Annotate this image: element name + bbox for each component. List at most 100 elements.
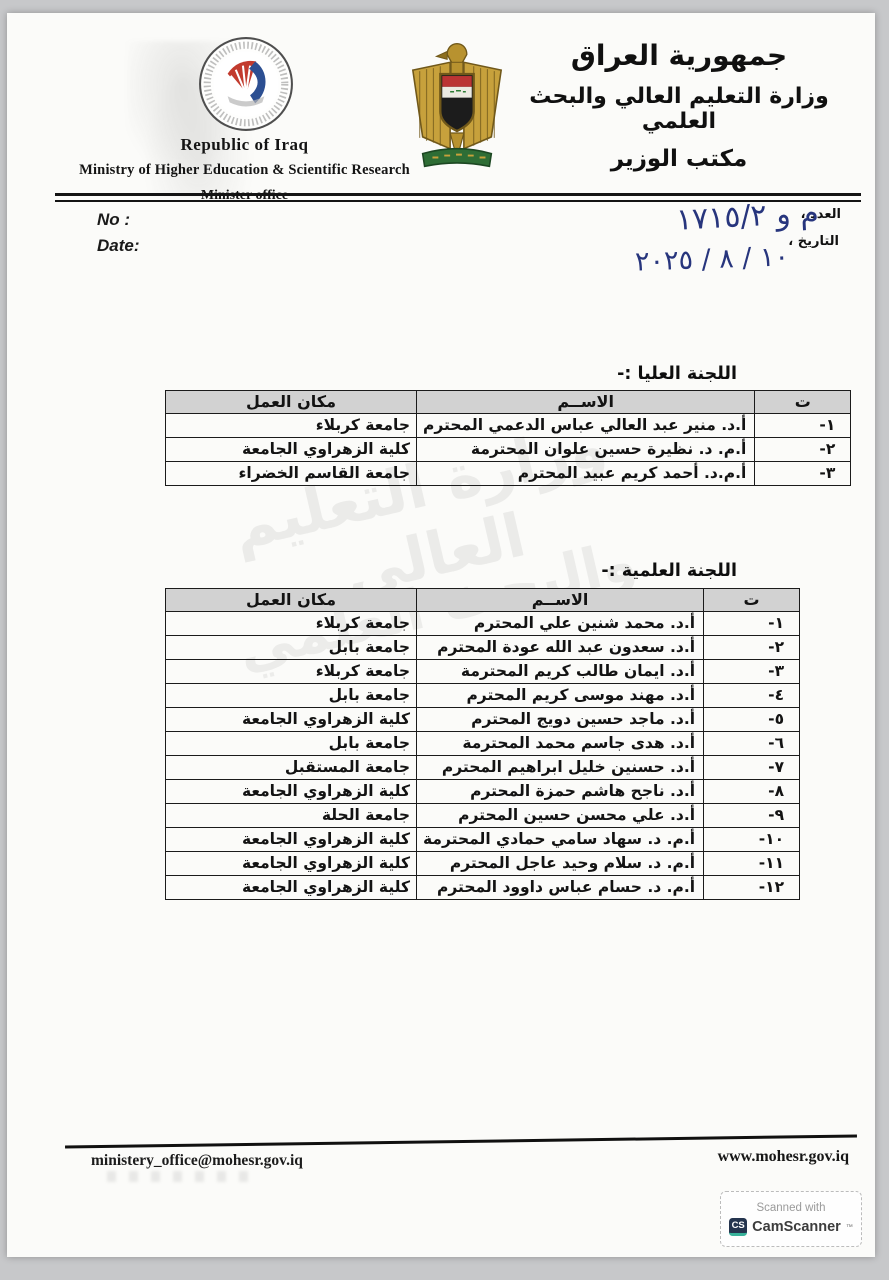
table-row: ٩- أ.د. علي محسن حسين المحترم جامعة الحل… [165,803,801,828]
member-name: أ.د. منير عبد العالي عباس الدعمي المحترم [415,413,756,438]
camscanner-brand-row: CS CamScanner ™ [729,1218,853,1236]
no-label: No : [97,210,131,229]
camscanner-brand-name: CamScanner [752,1219,841,1235]
header-arabic: جمهورية العراق وزارة التعليم العالي والب… [511,39,847,172]
member-name: أ.د. هدى جاسم محمد المحترمة [415,731,705,756]
scientific-committee-title: اللجنة العلمية :- [601,561,737,581]
row-number: ٣- [703,659,801,684]
row-number: ٨- [703,779,801,804]
row-number: ١١- [703,851,801,876]
member-workplace: كلية الزهراوي الجامعة [165,437,417,462]
row-number: ١٢- [703,875,801,900]
column-header-name: الاســم [415,390,756,414]
member-name: أ.م. د. نظيرة حسين علوان المحترمة [415,437,756,462]
row-number: ٢- [754,437,852,462]
table-row: ١١- أ.م. د. سلام وحيد عاجل المحترم كلية … [165,851,801,876]
member-name: أ.د. محمد شنين علي المحترم [415,611,705,636]
row-number: ١- [703,611,801,636]
member-workplace: جامعة بابل [165,683,417,708]
member-name: أ.د. ناجح هاشم حمزة المحترم [415,779,705,804]
header-english-line1: Republic of Iraq [180,135,309,154]
table-row: ٨- أ.د. ناجح هاشم حمزة المحترم كلية الزه… [165,779,801,804]
row-number: ٤- [703,683,801,708]
member-workplace: كلية الزهراوي الجامعة [165,875,417,900]
member-workplace: كلية الزهراوي الجامعة [165,827,417,852]
camscanner-logo-icon: CS [729,1218,748,1236]
row-number: ٩- [703,803,801,828]
table-row: ١٢- أ.م. د. حسام عباس داوود المحترم كلية… [165,875,801,900]
member-name: أ.م. د. سهاد سامي حمادي المحترمة [415,827,705,852]
row-number: ٣- [754,461,852,486]
table-row: ٢- أ.م. د. نظيرة حسين علوان المحترمة كلي… [165,437,852,462]
column-header-no: ت [703,588,801,612]
table-header-row: ت الاســم مكان العمل [165,390,852,414]
header-english: Republic of Iraq Ministry of Higher Educ… [22,135,467,204]
footer-divider [65,1134,857,1149]
table-row: ٧- أ.د. حسنين خليل ابراهيم المحترم جامعة… [165,755,801,780]
member-name: أ.د. ايمان طالب كريم المحترمة [415,659,705,684]
table-row: ٤- أ.د. مهند موسى كريم المحترم جامعة باب… [165,683,801,708]
member-workplace: جامعة بابل [165,731,417,756]
table-row: ٣- أ.م.د. أحمد كريم عبيد المحترم جامعة ا… [165,461,852,486]
member-workplace: جامعة الحلة [165,803,417,828]
ministry-seal-icon [199,37,293,131]
member-name: أ.د. علي محسن حسين المحترم [415,803,705,828]
row-number: ٧- [703,755,801,780]
handwritten-date: ٢٠٢٥ / ٨ / ١٠ [634,241,790,278]
member-workplace: جامعة المستقبل [165,755,417,780]
table-header-row: ت الاســم مكان العمل [165,588,801,612]
table-row: ١- أ.د. محمد شنين علي المحترم جامعة كربل… [165,611,801,636]
header-english-line2: Ministry of Higher Education & Scientifi… [79,162,410,178]
table-row: ٣- أ.د. ايمان طالب كريم المحترمة جامعة ك… [165,659,801,684]
iraq-eagle-emblem-icon [411,42,503,168]
row-number: ١٠- [703,827,801,852]
date-label: Date: [97,236,140,255]
member-workplace: جامعة كربلاء [165,659,417,684]
arabic-number-label: العدد ، [800,207,841,222]
member-name: أ.م. د. سلام وحيد عاجل المحترم [415,851,705,876]
member-workplace: جامعة كربلاء [165,413,417,438]
camscanner-badge[interactable]: Scanned with CS CamScanner ™ [720,1191,862,1247]
table-row: ١- أ.د. منير عبد العالي عباس الدعمي المح… [165,413,852,438]
trademark-symbol: ™ [845,1223,853,1231]
member-name: أ.د. حسنين خليل ابراهيم المحترم [415,755,705,780]
column-header-no: ت [754,390,852,414]
member-name: أ.م. د. حسام عباس داوود المحترم [415,875,705,900]
table-row: ٢- أ.د. سعدون عبد الله عودة المحترم جامع… [165,635,801,660]
row-number: ٦- [703,731,801,756]
member-name: أ.م.د. أحمد كريم عبيد المحترم [415,461,756,486]
member-name: أ.د. سعدون عبد الله عودة المحترم [415,635,705,660]
scanned-with-caption: Scanned with [756,1202,826,1214]
row-number: ٥- [703,707,801,732]
table-row: ١٠- أ.م. د. سهاد سامي حمادي المحترمة كلي… [165,827,801,852]
member-workplace: كلية الزهراوي الجامعة [165,851,417,876]
column-header-workplace: مكان العمل [165,588,417,612]
document-page: Republic of Iraq Ministry of Higher Educ… [7,13,875,1257]
faded-text-artifact [107,1171,257,1182]
arabic-date-label: التاريخ ، [788,234,839,249]
member-name: أ.د. مهند موسى كريم المحترم [415,683,705,708]
member-workplace: كلية الزهراوي الجامعة [165,707,417,732]
higher-committee-title: اللجنة العليا :- [617,364,737,384]
handwritten-document-number: ١٧١٥/٢ و م [675,195,820,238]
header-arabic-line3: مكتب الوزير [610,146,748,172]
footer-website: www.mohesr.gov.iq [717,1148,849,1165]
member-workplace: كلية الزهراوي الجامعة [165,779,417,804]
member-name: أ.د. ماجد حسين دويج المحترم [415,707,705,732]
row-number: ٢- [703,635,801,660]
header-divider [55,193,861,202]
table-row: ٥- أ.د. ماجد حسين دويج المحترم كلية الزه… [165,707,801,732]
member-workplace: جامعة كربلاء [165,611,417,636]
table-row: ٦- أ.د. هدى جاسم محمد المحترمة جامعة باب… [165,731,801,756]
column-header-name: الاســم [415,588,705,612]
member-workplace: جامعة القاسم الخضراء [165,461,417,486]
column-header-workplace: مكان العمل [165,390,417,414]
row-number: ١- [754,413,852,438]
higher-committee-table: ت الاســم مكان العمل ١- أ.د. منير عبد ال… [165,390,852,486]
member-workplace: جامعة بابل [165,635,417,660]
scientific-committee-table: ت الاســم مكان العمل ١- أ.د. محمد شنين ع… [165,588,801,900]
footer-email: ministery_office@mohesr.gov.iq [91,1152,303,1169]
header-arabic-line2: وزارة التعليم العالي والبحث العلمي [529,84,829,134]
header-arabic-line1: جمهورية العراق [570,39,788,72]
